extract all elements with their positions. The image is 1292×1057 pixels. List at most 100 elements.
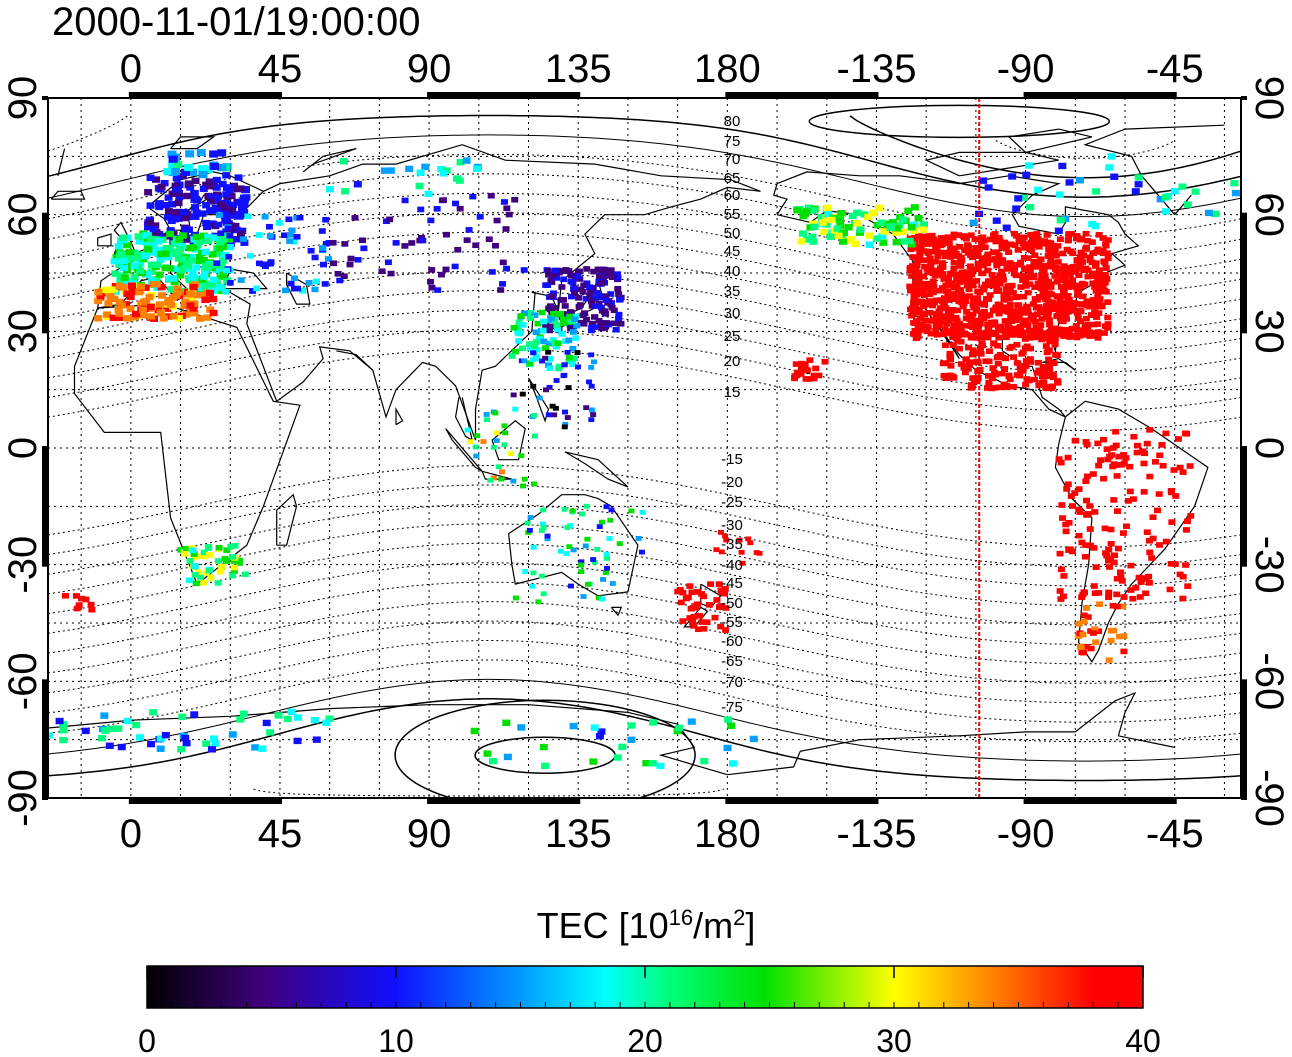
tec-pixel: [561, 506, 568, 512]
tec-pixel: [1008, 173, 1017, 180]
tec-pixel: [1001, 318, 1009, 324]
tec-pixel: [1035, 367, 1043, 374]
tec-pixel: [442, 266, 450, 273]
tec-pixel: [150, 232, 159, 239]
tec-pixel: [1018, 238, 1026, 244]
tec-pixel: [910, 299, 918, 306]
tec-pixel: [575, 364, 582, 370]
tec-pixel: [146, 202, 155, 209]
tec-pixel: [181, 226, 190, 233]
tec-pixel: [1167, 560, 1175, 567]
tec-pixel: [569, 722, 578, 730]
tec-pixel: [923, 301, 931, 308]
tec-pixel: [993, 249, 1001, 256]
tec-pixel: [1005, 249, 1013, 256]
tec-pixel: [186, 290, 195, 298]
tec-pixel: [1038, 316, 1046, 322]
tec-pixel: [217, 230, 225, 236]
tec-pixel: [989, 257, 997, 263]
contour-label: -20: [721, 474, 743, 491]
tec-pixel: [1084, 321, 1092, 328]
tec-pixel: [136, 283, 145, 290]
tec-pixel: [967, 232, 975, 238]
tec-pixel: [117, 743, 126, 751]
tec-pixel: [1096, 601, 1104, 608]
tec-pixel: [806, 357, 814, 363]
tec-pixel: [1104, 299, 1112, 305]
tec-pixel: [146, 219, 155, 226]
right-lat-label: -60: [1247, 652, 1291, 710]
tec-pixel: [717, 587, 725, 594]
tec-pixel: [915, 287, 923, 294]
tec-pixel: [571, 316, 579, 323]
tec-pixel: [577, 319, 585, 326]
tec-pixel: [700, 625, 708, 632]
tec-pixel: [705, 602, 713, 608]
tec-pixel: [526, 360, 534, 366]
frame-band-top: [1025, 92, 1175, 98]
tec-pixel: [1042, 241, 1050, 247]
tec-pixel: [110, 258, 119, 265]
tec-pixel: [756, 550, 763, 556]
tec-pixel: [163, 214, 172, 221]
tec-pixel: [1092, 260, 1100, 266]
tec-pixel: [78, 595, 86, 602]
tec-pixel: [1044, 309, 1052, 315]
colorbar-tick-label: 30: [876, 1023, 912, 1057]
tec-pixel: [1084, 325, 1092, 331]
contour-label: 45: [724, 243, 741, 260]
tec-pixel: [539, 358, 546, 364]
tec-pixel: [174, 255, 183, 262]
tec-pixel: [642, 759, 651, 767]
tec-pixel: [530, 570, 537, 576]
tec-pixel: [439, 197, 447, 203]
tec-pixel: [721, 586, 729, 592]
tec-pixel: [530, 481, 537, 487]
tec-pixel: [998, 244, 1006, 250]
tec-pixel: [1082, 542, 1090, 548]
tec-pixel: [1126, 463, 1134, 470]
tec-pixel: [228, 207, 237, 214]
tec-pixel: [603, 551, 610, 557]
tec-pixel: [972, 335, 980, 341]
tec-pixel: [940, 331, 948, 338]
tec-pixel: [999, 277, 1007, 283]
tec-pixel: [914, 310, 922, 316]
tec-pixel: [512, 595, 519, 601]
tec-pixel: [962, 356, 970, 362]
coastline: [481, 470, 513, 480]
tec-pixel: [229, 201, 238, 209]
tec-pixel: [215, 245, 224, 252]
tec-pixel: [227, 192, 236, 200]
tec-pixel: [992, 217, 1001, 224]
tec-pixel: [359, 237, 367, 244]
tec-pixel: [991, 384, 999, 391]
tec-pixel: [616, 296, 624, 303]
contour-line: [48, 659, 1241, 743]
tec-pixel: [946, 316, 954, 322]
tec-pixel: [1058, 502, 1066, 508]
tec-pixel: [941, 253, 949, 260]
tec-pixel: [200, 579, 208, 586]
tec-pixel: [1231, 189, 1240, 197]
tec-pixel: [1043, 263, 1051, 270]
left-lat-label: -30: [1, 536, 45, 594]
tec-pixel: [514, 324, 522, 331]
tec-pixel: [483, 412, 490, 417]
tec-pixel: [1170, 187, 1179, 195]
tec-pixel: [998, 370, 1006, 377]
tec-pixel: [723, 537, 730, 543]
tec-pixel: [1056, 588, 1064, 594]
tec-pixel: [505, 211, 513, 218]
tec-pixel: [973, 266, 981, 273]
tec-pixel: [946, 249, 954, 256]
contour-label: -25: [721, 494, 743, 511]
tec-pixel: [1035, 244, 1043, 250]
tec-pixel: [1081, 329, 1089, 335]
tec-pixel: [1077, 318, 1085, 324]
tec-pixel: [119, 284, 128, 291]
tec-pixel: [1103, 446, 1111, 452]
tec-pixel: [96, 293, 105, 300]
tec-pixel: [1007, 241, 1015, 248]
tec-pixel: [745, 536, 752, 542]
